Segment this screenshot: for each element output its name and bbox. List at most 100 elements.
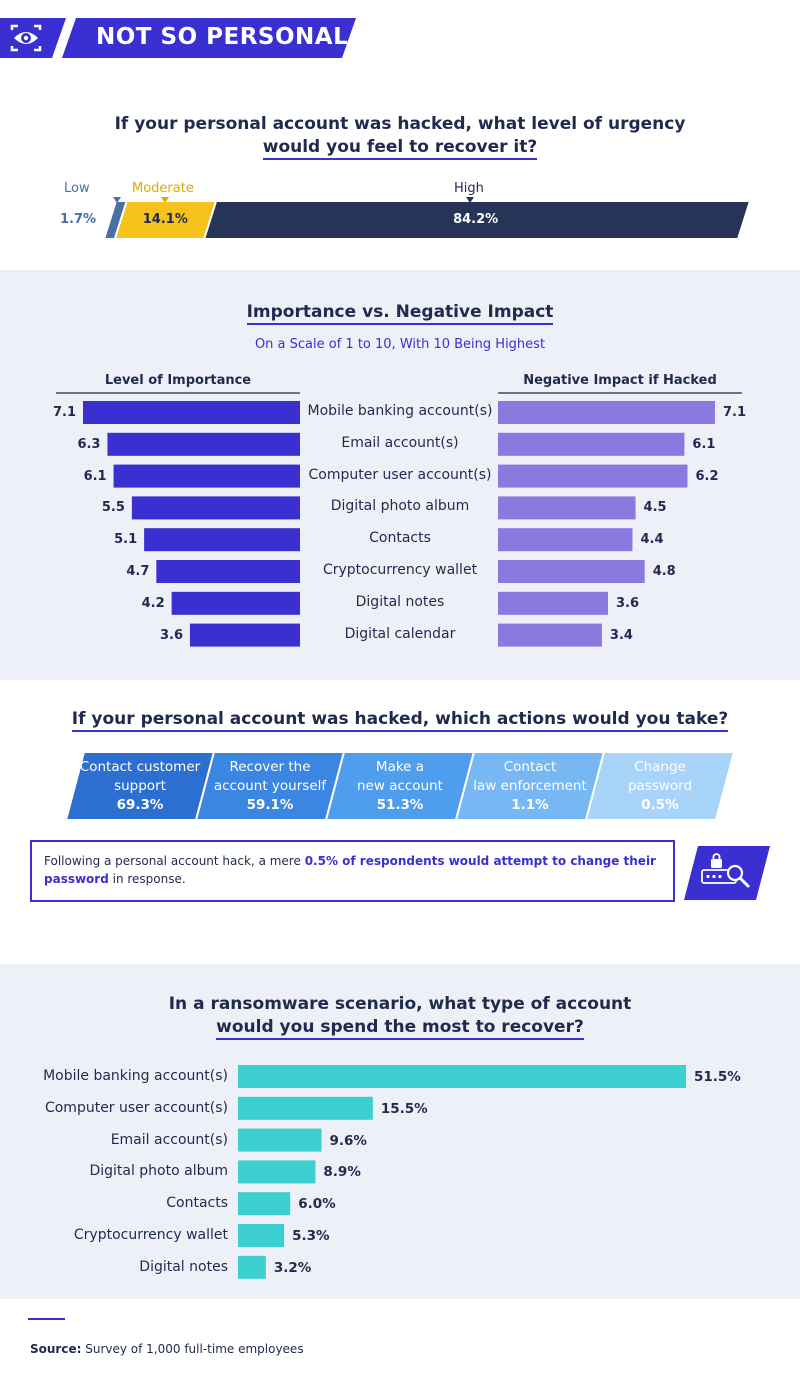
- action-value: 51.3%: [376, 797, 424, 813]
- ransom-category-mobile-banking-account-s: Mobile banking account(s): [43, 1068, 228, 1084]
- importance-category-digital-notes: Digital notes: [355, 593, 445, 610]
- impact-bar-contacts: [498, 528, 633, 552]
- action-line1: Make a: [375, 759, 425, 775]
- action-value: 69.3%: [116, 797, 164, 813]
- banner-bar: [0, 18, 356, 58]
- importance-category-digital-photo-album: Digital photo album: [330, 498, 470, 515]
- urgency-question-line2: would you feel to recover it?: [262, 137, 538, 160]
- note-highlight: 0.5% of respondents would attempt to cha…: [44, 854, 656, 886]
- ransom-title-line2: would you spend the most to recover?: [216, 1017, 584, 1040]
- importance-bar-email-account-s: [107, 432, 300, 456]
- source-text: Survey of 1,000 full-time employees: [81, 1342, 304, 1356]
- action-line2: password: [627, 778, 693, 794]
- ransom-bar-digital-notes: [238, 1255, 266, 1279]
- action-line2: law enforcement: [473, 778, 587, 794]
- importance-bar-digital-photo-album: [131, 496, 300, 520]
- importance-bar-digital-calendar: [189, 623, 300, 647]
- impact-value-computer-user-account-s: 6.2: [695, 468, 719, 484]
- action-value: 0.5%: [641, 797, 679, 813]
- importance-value-contacts: 5.1: [114, 532, 138, 548]
- ransom-value-cryptocurrency-wallet: 5.3%: [292, 1228, 330, 1244]
- impact-value-digital-notes: 3.6: [616, 595, 640, 611]
- source-label: Source:: [30, 1342, 82, 1356]
- urgency-question-line1: If your personal account was hacked, wha…: [114, 114, 686, 134]
- importance-category-mobile-banking-account-s: Mobile banking account(s): [307, 403, 493, 419]
- ransom-value-computer-user-account-s: 15.5%: [380, 1100, 428, 1117]
- importance-category-contacts: Contacts: [369, 530, 431, 547]
- ransom-bar-email-account-s: [238, 1128, 322, 1152]
- importance-category-computer-user-account-s: Computer user account(s): [308, 466, 492, 483]
- note-after: in response.: [108, 872, 186, 886]
- ransom-bar-computer-user-account-s: [238, 1096, 373, 1120]
- ransom-value-contacts: 6.0%: [298, 1196, 336, 1213]
- action-line2: account yourself: [213, 778, 327, 794]
- eye-icon: [10, 24, 42, 52]
- urgency-label-low: Low: [64, 181, 90, 196]
- source-divider: [28, 1318, 65, 1320]
- ransom-title-line1: In a ransomware scenario, what type of a…: [168, 994, 632, 1014]
- action-label-contact-customer-support: Contact customer support 69.3%: [75, 758, 205, 815]
- importance-bar-computer-user-account-s: [113, 464, 300, 488]
- importance-title: Importance vs. Negative Impact: [246, 302, 554, 325]
- ransom-category-computer-user-account-s: Computer user account(s): [44, 1099, 228, 1116]
- source-note: Source: Survey of 1,000 full-time employ…: [30, 1342, 304, 1356]
- action-label-contact-law-enforcement: Contact law enforcement 1.1%: [465, 758, 595, 815]
- importance-bar-digital-notes: [171, 591, 300, 615]
- urgency-value-high: 84.2%: [453, 212, 499, 227]
- ransom-category-contacts: Contacts: [166, 1195, 228, 1212]
- action-line1: Change: [634, 759, 686, 775]
- urgency-label-high: High: [454, 181, 484, 196]
- ransom-value-digital-photo-album: 8.9%: [323, 1164, 361, 1181]
- ransom-bar-digital-photo-album: [238, 1160, 316, 1184]
- action-label-make-a-new-account: Make a new account 51.3%: [335, 758, 465, 815]
- importance-category-email-account-s: Email account(s): [341, 434, 459, 451]
- urgency-value-low: 1.7%: [60, 212, 97, 227]
- impact-bar-digital-photo-album: [498, 496, 636, 520]
- impact-value-digital-calendar: 3.4: [609, 627, 633, 643]
- importance-value-cryptocurrency-wallet: 4.7: [126, 564, 150, 579]
- banner-title: NOT SO PERSONAL: [96, 24, 349, 50]
- urgency-value-moderate: 14.1%: [142, 212, 188, 227]
- importance-value-mobile-banking-account-s: 7.1: [53, 405, 77, 420]
- ransom-bar-mobile-banking-account-s: [238, 1065, 686, 1088]
- urgency-pointer-low: [113, 197, 121, 203]
- action-tile-change-password: [584, 751, 736, 821]
- importance-category-cryptocurrency-wallet: Cryptocurrency wallet: [322, 562, 478, 578]
- ransom-bar-contacts: [238, 1192, 291, 1216]
- password-search-icon: [701, 853, 750, 888]
- ransom-panel: [0, 964, 800, 1299]
- impact-bar-digital-calendar: [498, 623, 602, 647]
- actions-title: If your personal account was hacked, whi…: [71, 709, 729, 732]
- ransom-category-email-account-s: Email account(s): [110, 1131, 228, 1148]
- action-line1: Contact customer: [79, 759, 201, 775]
- impact-value-email-account-s: 6.1: [692, 436, 716, 452]
- action-line1: Contact: [503, 759, 557, 775]
- actions-title-wrap: If your personal account was hacked, whi…: [0, 709, 800, 732]
- note-before: Following a personal account hack, a mer…: [44, 854, 305, 868]
- impact-bar-digital-notes: [498, 591, 609, 615]
- impact-value-contacts: 4.4: [640, 532, 664, 548]
- importance-right-header: Negative Impact if Hacked: [523, 373, 717, 388]
- urgency-pointer-moderate: [161, 197, 169, 203]
- ransom-category-digital-photo-album: Digital photo album: [89, 1163, 228, 1180]
- urgency-stacked-bar: [102, 197, 752, 240]
- ransom-value-email-account-s: 9.6%: [329, 1132, 367, 1149]
- importance-bar-contacts: [144, 528, 300, 552]
- action-line2: new account: [357, 778, 443, 794]
- impact-value-digital-photo-album: 4.5: [643, 500, 667, 516]
- importance-value-computer-user-account-s: 6.1: [83, 468, 107, 484]
- ransom-value-digital-notes: 3.2%: [273, 1259, 312, 1276]
- importance-title-wrap: Importance vs. Negative Impact: [0, 302, 800, 325]
- importance-category-digital-calendar: Digital calendar: [344, 625, 456, 642]
- urgency-label-moderate: Moderate: [132, 181, 194, 196]
- action-line2: support: [114, 778, 166, 794]
- impact-bar-cryptocurrency-wallet: [498, 560, 645, 583]
- urgency-question: If your personal account was hacked, wha…: [0, 114, 800, 160]
- importance-value-digital-photo-album: 5.5: [101, 500, 125, 516]
- ransom-value-mobile-banking-account-s: 51.5%: [694, 1069, 741, 1085]
- importance-value-digital-calendar: 3.6: [159, 627, 183, 643]
- impact-bar-mobile-banking-account-s: [498, 401, 715, 424]
- urgency-segment-high: [202, 200, 752, 240]
